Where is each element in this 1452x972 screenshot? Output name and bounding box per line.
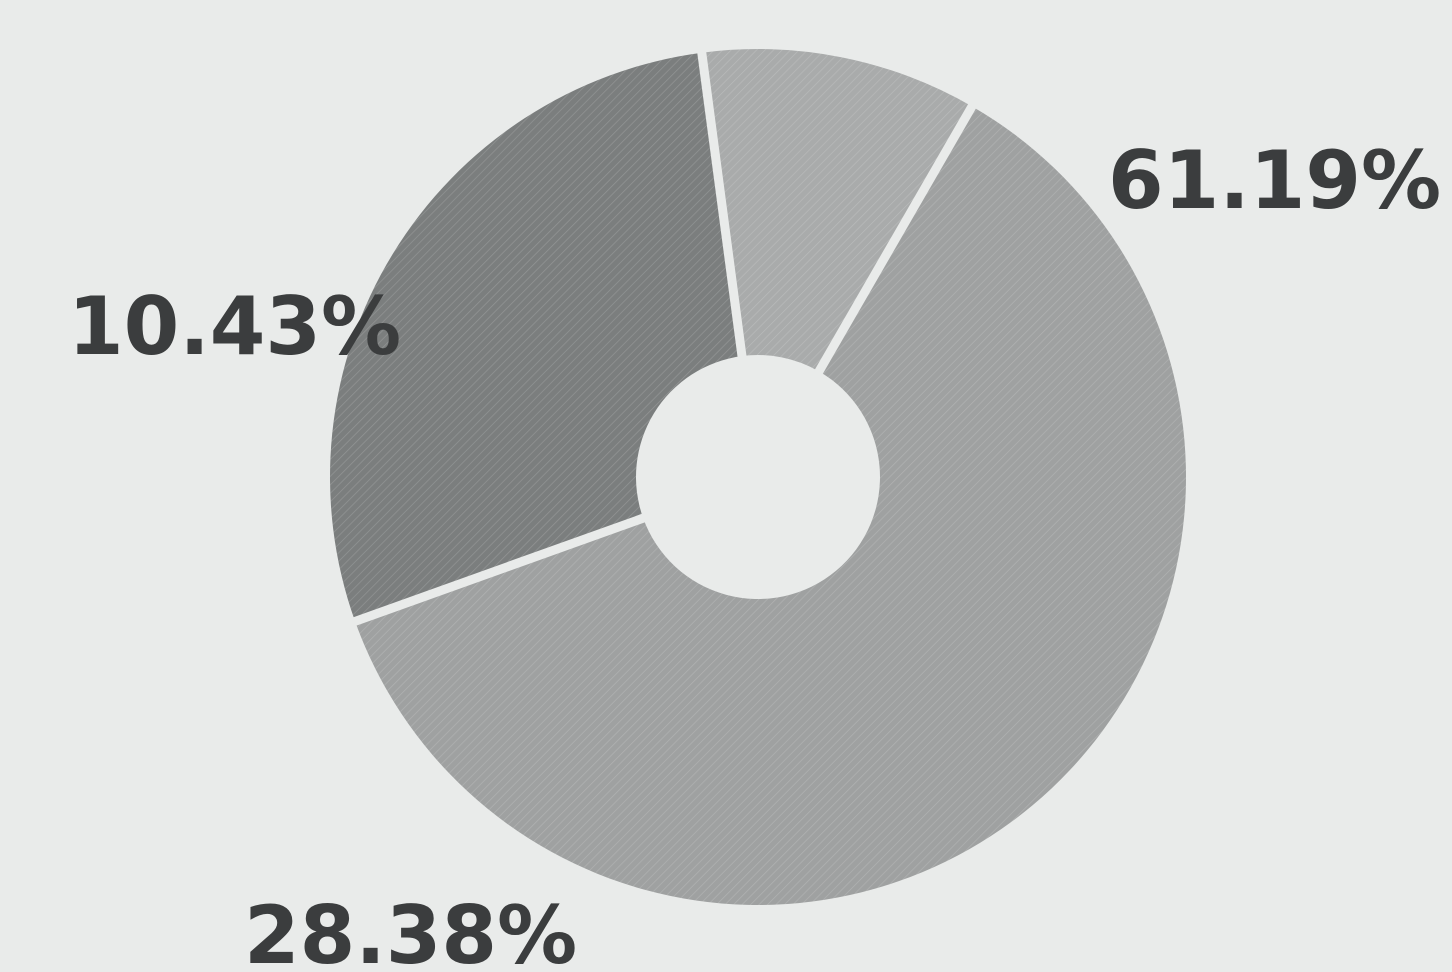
slice-labels: 61.19% 28.38% 10.43% (68, 134, 1441, 972)
slice-label-3: 10.43% (68, 280, 401, 373)
donut-slice-texture-3 (701, 48, 972, 372)
slice-label-1: 61.19% (1108, 134, 1441, 227)
donut-slices (330, 48, 1186, 905)
donut-slice-texture-2 (330, 52, 742, 622)
slice-separator-2 (351, 513, 647, 627)
slice-separator-3 (697, 50, 747, 359)
slice-separator-1 (814, 102, 977, 376)
donut-slice-texture-1 (355, 106, 1186, 905)
slice-label-2: 28.38% (244, 889, 577, 972)
